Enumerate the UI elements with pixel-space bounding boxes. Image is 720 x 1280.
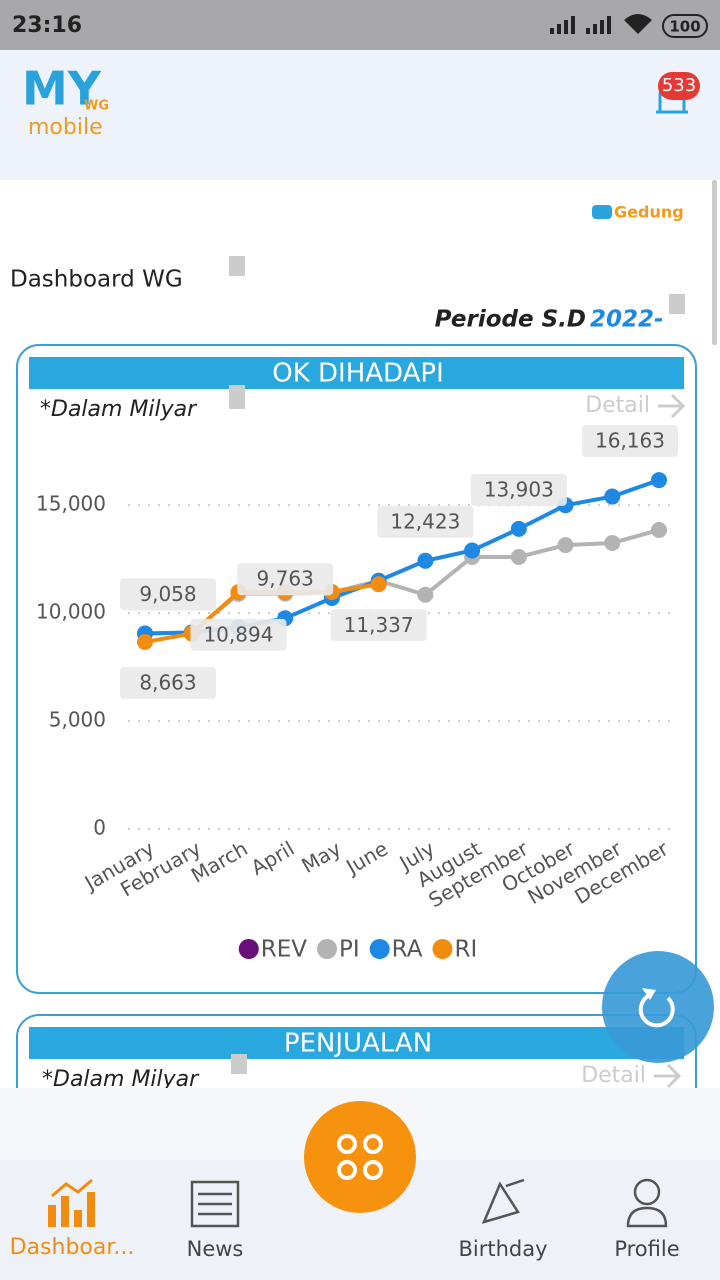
card-title-bar bbox=[29, 357, 684, 389]
value-label: 8,663 bbox=[139, 670, 196, 694]
signal-icons bbox=[550, 14, 652, 34]
detail-link[interactable]: Detail bbox=[581, 1063, 646, 1088]
value-label-box bbox=[120, 578, 216, 611]
value-label: 16,163 bbox=[595, 429, 665, 453]
menu-icon bbox=[337, 1134, 383, 1180]
nav-icon-birthday[interactable] bbox=[481, 1178, 525, 1224]
value-label-box bbox=[582, 425, 678, 458]
value-label: 9,763 bbox=[257, 567, 314, 591]
value-label: 9,058 bbox=[139, 582, 196, 606]
logo: MY bbox=[22, 62, 102, 116]
refresh-icon bbox=[638, 994, 675, 1028]
y-tick-label: 15,000 bbox=[36, 492, 106, 516]
page-title: Dashboard WG bbox=[10, 267, 183, 293]
nav-label[interactable]: Birthday bbox=[458, 1237, 547, 1261]
badge bbox=[658, 72, 700, 100]
detail-link[interactable]: Detail bbox=[585, 393, 650, 418]
legend-label: REV bbox=[261, 937, 308, 963]
value-label: 12,423 bbox=[390, 509, 460, 533]
app-header bbox=[0, 50, 720, 180]
value-label: 11,337 bbox=[344, 613, 414, 637]
detail-arrow[interactable] bbox=[654, 1063, 682, 1089]
data-point bbox=[510, 548, 527, 565]
value-label-box bbox=[377, 505, 474, 538]
scrollbar bbox=[712, 180, 717, 345]
period-label: Periode S.D bbox=[435, 307, 586, 333]
card bbox=[16, 344, 697, 994]
logo-sub: WG bbox=[84, 99, 109, 114]
legend: REV PI RA RI bbox=[238, 937, 477, 963]
data-point bbox=[651, 522, 667, 539]
nav-label[interactable]: Profile bbox=[614, 1237, 679, 1261]
placeholder bbox=[229, 385, 245, 409]
value-label-box bbox=[237, 563, 334, 596]
card-title: OK DIHADAPI bbox=[272, 359, 444, 389]
battery-level: 100 bbox=[669, 18, 700, 36]
legend-label: PI bbox=[339, 937, 360, 963]
data-point bbox=[557, 537, 574, 554]
card-note: *Dalam Milyar bbox=[40, 397, 198, 422]
legend-marker bbox=[238, 939, 259, 959]
battery-icon bbox=[662, 14, 708, 38]
nav-label[interactable]: Dashboar... bbox=[10, 1235, 135, 1260]
data-point bbox=[510, 520, 527, 537]
placeholder bbox=[231, 1054, 247, 1074]
data-point bbox=[651, 472, 667, 489]
logo-text: mobile bbox=[28, 115, 103, 140]
card-title: PENJUALAN bbox=[284, 1029, 432, 1059]
brand-icon bbox=[592, 205, 612, 219]
data-point bbox=[137, 633, 153, 650]
value-label-box bbox=[120, 666, 216, 699]
status-time: 23:16 bbox=[12, 13, 82, 38]
value-label-box bbox=[330, 609, 427, 642]
data-point bbox=[604, 534, 621, 551]
value-label-box bbox=[470, 473, 567, 506]
data-point bbox=[370, 576, 387, 593]
legend-marker bbox=[369, 939, 390, 959]
nav-icon-dashboard[interactable] bbox=[48, 1178, 95, 1227]
card-title-bar bbox=[29, 1027, 684, 1059]
placeholder bbox=[669, 294, 685, 314]
detail-arrow[interactable] bbox=[658, 393, 686, 419]
data-point bbox=[604, 488, 621, 505]
y-tick-label: 10,000 bbox=[36, 600, 106, 624]
y-tick-label: 5,000 bbox=[49, 708, 106, 732]
value-label: 13,903 bbox=[484, 477, 554, 501]
y-tick-label: 0 bbox=[93, 816, 106, 840]
data-point bbox=[417, 586, 434, 603]
nav-icon-news[interactable] bbox=[190, 1180, 240, 1228]
refresh-icon-head bbox=[642, 988, 656, 1000]
menu-button[interactable] bbox=[304, 1101, 416, 1213]
value-label: 10,894 bbox=[203, 622, 273, 646]
status-bar bbox=[0, 0, 720, 50]
nav-label[interactable]: News bbox=[187, 1237, 244, 1261]
card-note: *Dalam Milyar bbox=[42, 1067, 200, 1092]
legend-label: RI bbox=[454, 937, 477, 963]
nav-icon-profile[interactable] bbox=[626, 1178, 668, 1228]
data-point bbox=[417, 552, 434, 569]
legend-label: RA bbox=[392, 937, 423, 963]
data-point bbox=[464, 542, 481, 559]
placeholder bbox=[229, 256, 245, 276]
legend-marker bbox=[317, 939, 338, 959]
refresh-button[interactable] bbox=[602, 951, 714, 1063]
period-year: 2022- bbox=[590, 307, 664, 333]
brand: Gedung bbox=[614, 203, 684, 222]
value-label-box bbox=[190, 618, 287, 651]
badge-count: 533 bbox=[662, 75, 696, 96]
legend-marker bbox=[432, 939, 453, 959]
